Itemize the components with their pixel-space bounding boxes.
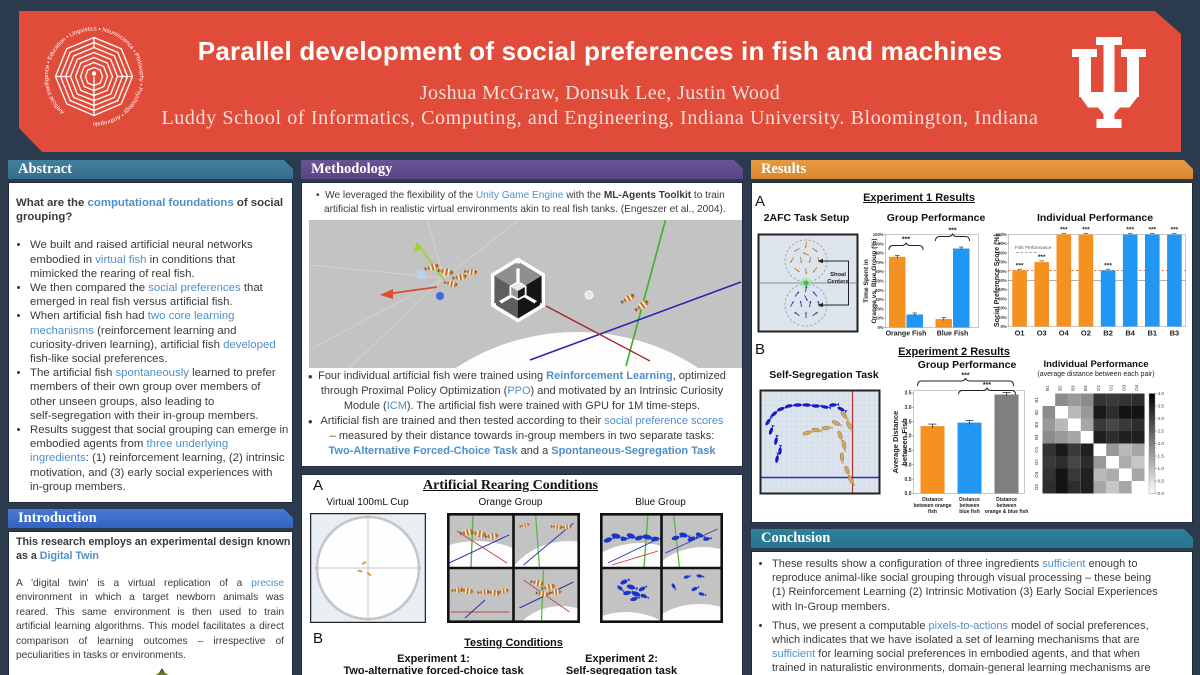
- svg-text:Orange vs. Blue Group (%): Orange vs. Blue Group (%): [871, 238, 878, 323]
- svg-text:2.0: 2.0: [905, 434, 912, 440]
- svg-text:Orange Fish: Orange Fish: [886, 331, 927, 338]
- svg-text:1.5: 1.5: [1158, 454, 1165, 459]
- svg-text:80%: 80%: [998, 250, 1007, 255]
- svg-text:Time Spent in: Time Spent in: [863, 259, 870, 303]
- svg-text:B2: B2: [1034, 409, 1039, 415]
- svg-text:2.0: 2.0: [1158, 441, 1165, 446]
- svg-text:***: ***: [1082, 227, 1090, 234]
- svg-text:20%: 20%: [998, 306, 1007, 311]
- svg-text:40%: 40%: [998, 287, 1007, 292]
- svg-text:O3: O3: [1037, 329, 1047, 338]
- svg-text:1.5: 1.5: [905, 448, 912, 454]
- svg-text:O1: O1: [1096, 384, 1101, 391]
- svg-text:0.5: 0.5: [1158, 479, 1165, 484]
- svg-text:Centers: Centers: [827, 279, 849, 285]
- svg-text:O2: O2: [1034, 459, 1039, 466]
- svg-text:3.0: 3.0: [905, 405, 912, 411]
- svg-text:10%: 10%: [875, 316, 884, 321]
- svg-text:90%: 90%: [875, 241, 884, 246]
- svg-text:90%: 90%: [998, 241, 1007, 246]
- svg-text:B3: B3: [1034, 422, 1039, 428]
- svg-text:***: ***: [1149, 227, 1157, 234]
- svg-text:Social Preference Score (%): Social Preference Score (%): [994, 234, 1001, 327]
- svg-text:O1: O1: [1034, 446, 1039, 453]
- svg-text:1.0: 1.0: [905, 462, 912, 468]
- svg-text:between: between: [959, 503, 979, 509]
- svg-text:***: ***: [1060, 227, 1068, 234]
- svg-text:1.0: 1.0: [1158, 466, 1165, 471]
- svg-text:40%: 40%: [875, 288, 884, 293]
- svg-text:O3: O3: [1034, 471, 1039, 478]
- svg-text:O4: O4: [1134, 384, 1139, 391]
- svg-text:O3: O3: [1121, 384, 1126, 391]
- svg-text:B4: B4: [1083, 385, 1088, 391]
- svg-text:80%: 80%: [875, 251, 884, 256]
- svg-text:B2: B2: [1058, 385, 1063, 391]
- svg-text:Distance: Distance: [959, 497, 980, 503]
- svg-text:fish: fish: [928, 509, 937, 515]
- svg-text:B1: B1: [1148, 329, 1158, 338]
- svg-text:***: ***: [961, 373, 969, 380]
- svg-text:0.5: 0.5: [905, 477, 912, 483]
- svg-text:30%: 30%: [998, 296, 1007, 301]
- svg-text:O2: O2: [1081, 329, 1091, 338]
- svg-text:between: between: [996, 503, 1016, 509]
- svg-text:***: ***: [1126, 227, 1134, 234]
- svg-text:60%: 60%: [875, 269, 884, 274]
- svg-text:B4: B4: [1125, 329, 1135, 338]
- svg-text:70%: 70%: [998, 260, 1007, 265]
- svg-text:2.5: 2.5: [905, 419, 912, 425]
- svg-text:50%: 50%: [875, 279, 884, 284]
- svg-text:100%: 100%: [873, 232, 884, 237]
- svg-text:Distance: Distance: [996, 497, 1017, 503]
- svg-text:B4: B4: [1034, 434, 1039, 440]
- svg-text:3.0: 3.0: [1158, 416, 1165, 421]
- svg-text:B1: B1: [1034, 397, 1039, 403]
- svg-text:***: ***: [983, 382, 991, 389]
- svg-text:***: ***: [1104, 262, 1112, 269]
- svg-text:Blue Fish: Blue Fish: [937, 331, 969, 338]
- svg-text:B3: B3: [1070, 385, 1075, 391]
- svg-text:O2: O2: [1109, 384, 1114, 391]
- svg-text:orange & blue fish: orange & blue fish: [985, 509, 1029, 515]
- svg-text:B2: B2: [1103, 329, 1113, 338]
- svg-text:0%: 0%: [877, 325, 883, 330]
- svg-text:Distance: Distance: [922, 497, 943, 503]
- svg-text:50%: 50%: [998, 278, 1007, 283]
- svg-text:Shoal: Shoal: [830, 272, 846, 278]
- svg-text:2.5: 2.5: [1158, 429, 1165, 434]
- svg-text:0.0: 0.0: [1158, 491, 1165, 496]
- svg-text:10%: 10%: [998, 315, 1007, 320]
- svg-text:20%: 20%: [875, 306, 884, 311]
- svg-text:between orange: between orange: [913, 503, 951, 509]
- svg-text:O4: O4: [1034, 484, 1039, 491]
- svg-text:Fish Performance: Fish Performance: [1015, 245, 1052, 250]
- svg-text:4.0: 4.0: [1158, 391, 1165, 396]
- svg-text:Average Distance: Average Distance: [891, 411, 900, 474]
- svg-text:***: ***: [902, 237, 910, 244]
- svg-text:***: ***: [1038, 254, 1046, 261]
- svg-text:B1: B1: [1045, 385, 1050, 391]
- svg-text:***: ***: [1171, 227, 1179, 234]
- svg-text:O1: O1: [1015, 329, 1025, 338]
- svg-text:blue fish: blue fish: [959, 509, 980, 515]
- svg-text:***: ***: [1016, 262, 1024, 269]
- svg-text:O4: O4: [1059, 329, 1070, 338]
- svg-text:B3: B3: [1170, 329, 1180, 338]
- svg-text:0.0: 0.0: [905, 491, 912, 497]
- svg-text:100%: 100%: [996, 232, 1007, 237]
- svg-text:3.5: 3.5: [1158, 404, 1165, 409]
- svg-text:0%: 0%: [1000, 324, 1006, 329]
- svg-text:60%: 60%: [998, 269, 1007, 274]
- svg-text:30%: 30%: [875, 297, 884, 302]
- svg-text:3.5: 3.5: [905, 391, 912, 397]
- svg-text:between Fish: between Fish: [900, 418, 909, 466]
- svg-text:70%: 70%: [875, 260, 884, 265]
- svg-text:***: ***: [948, 228, 956, 235]
